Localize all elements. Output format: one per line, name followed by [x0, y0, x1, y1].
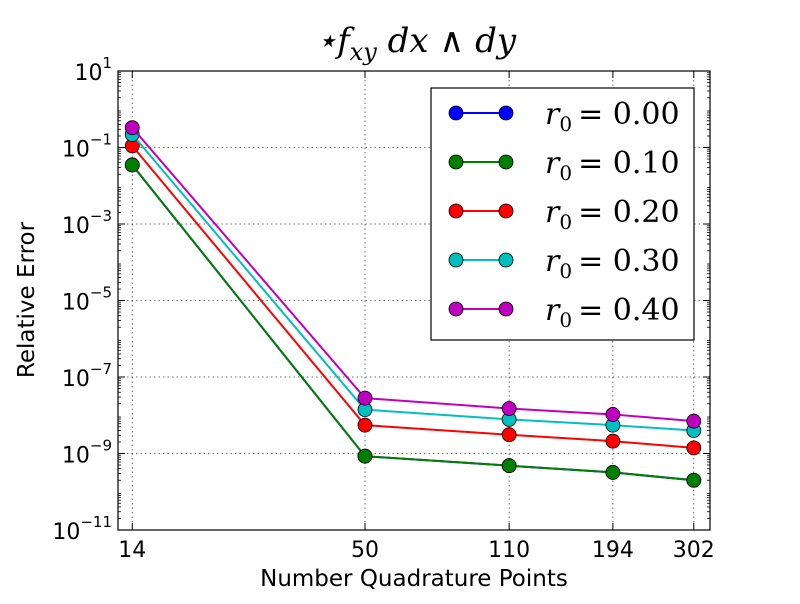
x-tick-label: 110: [488, 538, 530, 563]
legend-marker: [448, 105, 464, 121]
data-point: [501, 458, 517, 474]
legend-marker: [498, 105, 514, 121]
legend-label: r0 = 0.40: [545, 293, 680, 332]
legend-marker: [498, 252, 514, 268]
legend-entry: r0 = 0.10: [448, 146, 680, 185]
x-tick-label: 302: [673, 538, 715, 563]
legend-marker: [448, 301, 464, 317]
series-040: [124, 120, 702, 429]
data-point: [357, 417, 373, 433]
series-030: [124, 127, 702, 438]
data-point: [605, 407, 621, 422]
legend-marker: [448, 154, 464, 170]
y-tick-label: 10−9: [62, 437, 112, 469]
axis-ticks: 14 50 110 194 302 101 10−1 10−3 10−5 10−7 10−9 10−1…: [52, 54, 714, 563]
data-point: [357, 390, 373, 406]
x-tick-label: 194: [592, 538, 634, 563]
x-tick-label: 50: [351, 538, 379, 563]
legend-label: r0 = 0.30: [545, 244, 680, 283]
legend-marker: [498, 154, 514, 170]
chart-title: ⋆fxy dx ∧ dy: [316, 21, 517, 66]
legend-marker: [448, 203, 464, 219]
data-point: [605, 433, 621, 449]
x-tick-label: 14: [118, 538, 146, 563]
data-point: [124, 157, 140, 173]
legend-label: r0 = 0.10: [545, 146, 680, 185]
y-tick-label: 10−7: [62, 360, 112, 392]
series-layer: [124, 120, 702, 488]
y-tick-label: 10−5: [62, 284, 112, 316]
y-axis-label: Relative Error: [14, 221, 40, 378]
data-point: [686, 413, 702, 429]
legend-marker: [498, 301, 514, 317]
y-tick-label: 101: [74, 54, 112, 86]
legend-label: r0 = 0.00: [545, 97, 680, 136]
series-010: [124, 157, 702, 488]
data-point: [501, 427, 517, 443]
legend-box: [430, 87, 695, 341]
x-axis-label: Number Quadrature Points: [260, 566, 568, 592]
legend: r0 = 0.00 r0 = 0.10 r0 = 0.20 r0 = 0.30 r0 = 0.40: [430, 87, 695, 341]
data-point: [357, 448, 373, 464]
y-tick-label: 10−11: [52, 513, 112, 545]
data-point: [686, 440, 702, 456]
data-point: [605, 465, 621, 480]
legend-entry: r0 = 0.00: [448, 97, 680, 136]
legend-entry: r0 = 0.30: [448, 244, 680, 283]
data-point: [501, 401, 517, 416]
y-tick-label: 10−1: [62, 131, 112, 163]
legend-label: r0 = 0.20: [545, 195, 680, 234]
legend-marker: [448, 252, 464, 268]
legend-entry: r0 = 0.40: [448, 293, 680, 332]
data-point: [686, 472, 702, 488]
data-point: [124, 120, 140, 136]
y-tick-label: 10−3: [62, 207, 112, 239]
legend-entry: r0 = 0.20: [448, 195, 680, 234]
series-020: [124, 138, 702, 456]
legend-marker: [498, 203, 514, 219]
